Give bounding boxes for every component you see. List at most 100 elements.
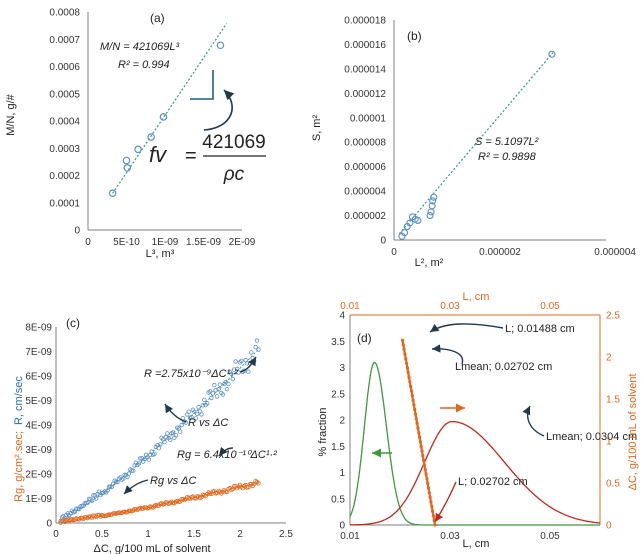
chart-c-x-tick: 1 xyxy=(145,529,151,540)
chart-d-orange-point xyxy=(433,523,437,527)
chart-d-orange-point xyxy=(407,375,411,379)
chart-d-y-left-tick: 2 xyxy=(339,416,345,427)
chart-b-y-tick: 0.000012 xyxy=(344,89,386,100)
chart-b-y-tick: 0.000016 xyxy=(344,40,386,51)
chart-c-point-R xyxy=(202,397,207,403)
chart-d-y-right-tick: 1 xyxy=(606,437,612,448)
chart-b-x-tick: 0.000002 xyxy=(479,247,521,258)
chart-a-y-tick: 0.0008 xyxy=(49,8,80,19)
chart-c-point-R xyxy=(179,422,184,428)
chart-d-orange-point xyxy=(401,343,405,347)
chart-d: 0.01 0.03 0.05 0.01 0.03 0.05 0 0.5 1 1.5 2 2.5 3 3.5… xyxy=(317,291,639,550)
chart-c-point-R xyxy=(105,488,110,493)
chart-c-point-Rg xyxy=(86,514,92,519)
chart-d-orange-point xyxy=(418,440,422,444)
chart-d-curves xyxy=(349,338,601,527)
chart-a-formula: fv = 421069 ρc xyxy=(149,132,266,185)
chart-c-x-tick: 0 xyxy=(53,529,59,540)
chart-a-fit-label: M/N = 421069L³ xyxy=(100,41,180,53)
chart-b-y-tick: 0.000014 xyxy=(344,64,386,75)
chart-d-orange-point xyxy=(415,421,419,425)
chart-d-panel-label: (d) xyxy=(357,331,372,345)
chart-c-point-Rg xyxy=(142,505,147,510)
chart-d-y-left-tick: 1 xyxy=(339,468,345,479)
chart-d-y-left-tick: 4 xyxy=(339,311,345,322)
chart-c-point-R xyxy=(165,431,170,436)
chart-d-red-curve xyxy=(350,420,601,526)
chart-d-y-left-tick: 3 xyxy=(339,363,345,374)
chart-d-orange-point xyxy=(409,389,413,393)
formula-lhs: fv xyxy=(149,142,168,167)
rg-equation-arrow xyxy=(218,446,234,457)
chart-a-points xyxy=(108,41,225,198)
r-equation-arrow xyxy=(239,356,257,373)
chart-c-point-R xyxy=(196,405,201,410)
chart-b-y-tick: 0.000002 xyxy=(344,211,386,222)
chart-c-x-tick: 2 xyxy=(237,529,243,540)
chart-b-y-tick: 0.000018 xyxy=(344,16,386,27)
chart-b-r2-label: R² = 0.9898 xyxy=(478,151,537,163)
chart-c-axes xyxy=(55,327,286,524)
chart-d-y-left-tick: 1.5 xyxy=(331,442,345,453)
chart-a-point xyxy=(147,133,155,141)
formula-numerator: 421069 xyxy=(202,132,265,153)
chart-d-orange-point xyxy=(410,394,414,398)
chart-d-y-right-label: ΔC, g/100 mL of solvent xyxy=(627,374,639,491)
chart-d-axes xyxy=(349,314,601,526)
chart-a-y-label: M/N, g/# xyxy=(5,93,17,135)
chart-c-y-tick: 0 xyxy=(46,519,52,530)
chart-d-ann-l2: L; 0.02702 cm xyxy=(458,476,528,488)
chart-c-point-R xyxy=(129,468,134,473)
chart-d-orange-point xyxy=(405,361,409,365)
chart-d-orange-point xyxy=(429,500,433,504)
chart-d-orange-point xyxy=(406,370,410,375)
chart-b-x-label: L², m² xyxy=(415,257,444,269)
chart-b-trendline xyxy=(398,52,554,235)
chart-d-orange-point xyxy=(424,472,428,476)
chart-d-y-left-tick: 2.5 xyxy=(331,389,345,400)
formula-arrow xyxy=(203,89,235,131)
chart-c-point-R xyxy=(233,359,238,364)
chart-a-y-tick: 0.0003 xyxy=(49,144,80,155)
chart-c-point-R xyxy=(231,367,237,372)
d-arrow-lmean1 xyxy=(431,344,464,365)
chart-c-point-R xyxy=(93,496,99,501)
chart-b-point xyxy=(430,193,438,201)
chart-d-orange-point xyxy=(400,338,405,342)
chart-c-rg-vs-label: Rg vs ΔC xyxy=(150,475,197,487)
chart-c-y-tick: 3E-09 xyxy=(25,445,52,456)
chart-c-point-R xyxy=(256,347,261,352)
r-vs-arrow xyxy=(164,403,187,423)
chart-c-point-R xyxy=(186,409,191,414)
chart-b-point xyxy=(548,50,556,58)
chart-c-point-R xyxy=(216,387,221,392)
chart-c-point-R xyxy=(189,415,194,420)
chart-d-orange-point xyxy=(426,486,431,490)
chart-d-y-right-tick: 2.5 xyxy=(606,311,620,322)
chart-c-point-Rg xyxy=(111,511,116,516)
chart-b-fit-label: S = 5.1097L² xyxy=(475,136,539,148)
chart-d-orange-point xyxy=(431,514,435,518)
chart-a-point xyxy=(108,189,117,198)
chart-c-y-label: Rg, g/cm².sec; R, cm/sec xyxy=(13,376,25,502)
chart-d-x-tick: 0.01 xyxy=(340,531,360,542)
chart-c-point-R xyxy=(199,412,204,417)
chart-a-axes xyxy=(87,12,242,231)
chart-c-point-R xyxy=(230,376,235,382)
chart-c-point-R xyxy=(79,503,85,509)
chart-a-y-tick: 0.0004 xyxy=(49,117,80,128)
chart-d-orange-point xyxy=(431,509,435,513)
chart-d-orange-point xyxy=(414,417,418,421)
chart-d-orange-point xyxy=(404,357,408,361)
chart-d-orange-point xyxy=(422,463,426,467)
chart-d-orange-point xyxy=(427,491,431,495)
chart-d-ann-lmean1: Lmean; 0.02702 cm xyxy=(455,361,552,373)
chart-d-y-left-label: % fraction xyxy=(317,408,329,457)
chart-c-y-tick: 1E-09 xyxy=(25,494,52,505)
chart-c-point-R xyxy=(167,437,173,442)
chart-c-point-R xyxy=(162,440,167,445)
chart-c-r-equation: R =2.75x10⁻⁹ΔC¹·² xyxy=(144,368,238,380)
chart-a-y-tick: 0.0005 xyxy=(49,89,80,100)
chart-d-orange-point xyxy=(402,347,406,351)
chart-b-x-tick: 0.000004 xyxy=(594,247,636,258)
